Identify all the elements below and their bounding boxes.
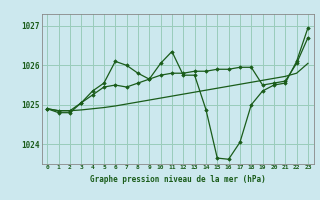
X-axis label: Graphe pression niveau de la mer (hPa): Graphe pression niveau de la mer (hPa) [90,175,266,184]
